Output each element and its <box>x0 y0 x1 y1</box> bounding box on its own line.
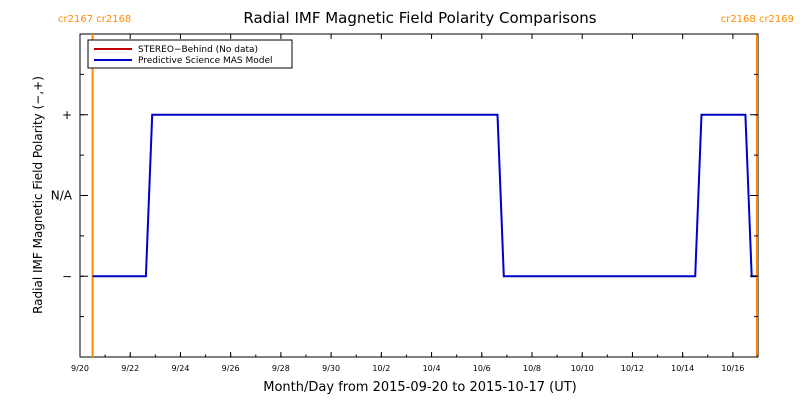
carrington-markers <box>91 34 758 357</box>
legend-box <box>87 39 293 69</box>
y-axis-ticks: + N/A − <box>51 33 758 358</box>
carrington-label: cr2167 cr2168 <box>58 14 131 25</box>
plot-frame <box>79 33 759 358</box>
x-tick-label: 10/4 <box>423 364 441 373</box>
x-tick-label: 10/16 <box>721 364 744 373</box>
y-tick-label: N/A <box>51 189 73 203</box>
x-tick-label: 9/26 <box>222 364 240 373</box>
series-line-mas-model <box>92 113 756 278</box>
y-tick-label: − <box>62 269 72 283</box>
x-axis-ticks: 9/20 9/22 9/24 9/26 9/28 9/30 10/2 10/4 10/6 10/8… <box>71 34 759 373</box>
legend-label: Predictive Science MAS Model <box>138 56 273 66</box>
y-axis-label: Radial IMF Magnetic Field Polarity (−,+) <box>31 76 45 314</box>
x-tick-label: 9/30 <box>322 364 340 373</box>
x-tick-label: 10/6 <box>473 364 491 373</box>
x-tick-label: 10/8 <box>523 364 541 373</box>
legend: STEREO−Behind (No data)Predictive Scienc… <box>87 39 293 69</box>
series-group <box>92 113 756 278</box>
chart-title: Radial IMF Magnetic Field Polarity Compa… <box>243 9 596 27</box>
carrington-labels: cr2167 cr2168 cr2168 cr2169 <box>58 14 794 25</box>
legend-label: STEREO−Behind (No data) <box>138 45 258 55</box>
x-tick-label: 10/12 <box>621 364 644 373</box>
carrington-label: cr2168 cr2169 <box>721 14 794 25</box>
x-tick-label: 10/14 <box>671 364 694 373</box>
y-tick-label: + <box>62 108 72 122</box>
x-axis-label: Month/Day from 2015-09-20 to 2015-10-17 … <box>263 380 576 395</box>
x-tick-label: 9/20 <box>71 364 89 373</box>
x-tick-label: 9/22 <box>121 364 139 373</box>
x-tick-label: 9/24 <box>171 364 189 373</box>
x-tick-label: 9/28 <box>272 364 290 373</box>
x-tick-label: 10/2 <box>372 364 390 373</box>
x-tick-label: 10/10 <box>571 364 594 373</box>
